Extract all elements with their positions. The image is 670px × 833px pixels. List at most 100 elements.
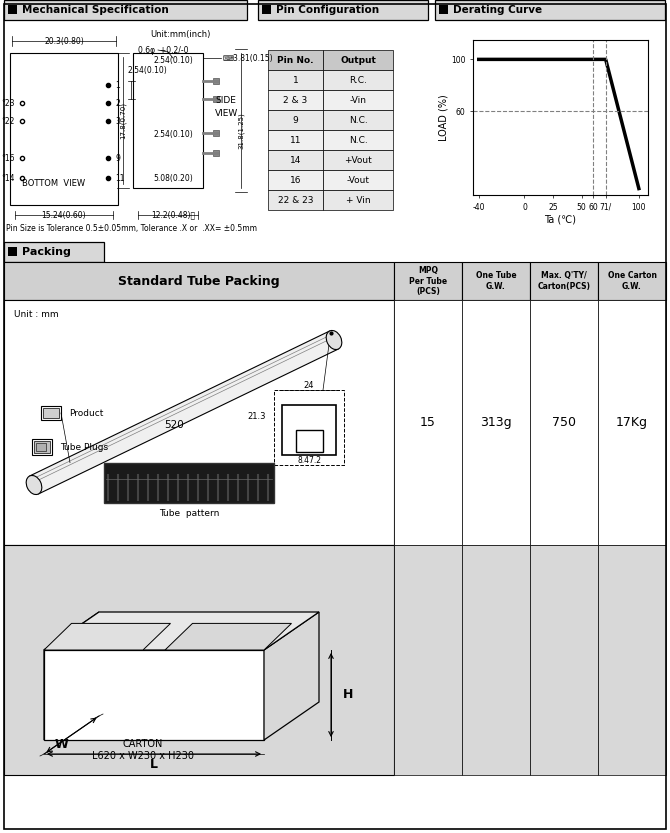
Text: Pin Configuration: Pin Configuration <box>276 5 379 15</box>
Text: +Vout: +Vout <box>344 156 372 164</box>
Text: 8.47.2: 8.47.2 <box>297 456 321 465</box>
Bar <box>43 408 59 418</box>
Ellipse shape <box>326 331 342 350</box>
Text: 5.08(0.20): 5.08(0.20) <box>153 173 193 182</box>
Bar <box>268 50 323 70</box>
Bar <box>282 405 336 455</box>
Text: 1: 1 <box>293 76 298 84</box>
Bar <box>34 441 50 453</box>
Bar <box>268 70 323 90</box>
Bar <box>4 0 247 20</box>
Text: 9: 9 <box>115 153 120 162</box>
Bar <box>394 300 462 545</box>
Bar <box>268 130 323 150</box>
Text: Derating Curve: Derating Curve <box>453 5 542 15</box>
Bar <box>323 90 393 110</box>
Text: Tube  pattern: Tube pattern <box>159 508 219 517</box>
Text: Unit:mm(inch): Unit:mm(inch) <box>150 30 210 39</box>
Bar <box>598 300 666 545</box>
Text: 0.6φ  +0.2/-0: 0.6φ +0.2/-0 <box>138 46 188 54</box>
Bar <box>258 0 428 20</box>
Text: 2 & 3: 2 & 3 <box>283 96 308 104</box>
Text: N.C.: N.C. <box>348 116 367 124</box>
Bar <box>394 545 462 775</box>
Text: SIDE: SIDE <box>215 96 236 105</box>
Text: H: H <box>343 689 353 701</box>
Bar <box>274 390 344 465</box>
Text: Pin Size is Tolerance 0.5±0.05mm, Tolerance .X or  .XX= ±0.5mm: Pin Size is Tolerance 0.5±0.05mm, Tolera… <box>6 223 257 232</box>
Bar <box>462 545 530 775</box>
Text: Standard Tube Packing: Standard Tube Packing <box>118 275 280 287</box>
Polygon shape <box>44 650 264 740</box>
Text: Pin No.: Pin No. <box>277 56 314 64</box>
Text: °16: °16 <box>1 153 15 162</box>
Text: Packing: Packing <box>22 247 71 257</box>
Text: One Tube
G.W.: One Tube G.W. <box>476 272 517 291</box>
Bar <box>598 262 666 300</box>
Bar <box>268 170 323 190</box>
Bar <box>530 300 598 545</box>
Bar <box>41 406 61 420</box>
Bar <box>4 545 394 775</box>
Text: °22: °22 <box>1 117 15 126</box>
Text: 2.54(0.10): 2.54(0.10) <box>128 66 168 74</box>
Text: One Carton
G.W.: One Carton G.W. <box>608 272 657 291</box>
Text: 11: 11 <box>115 173 125 182</box>
Bar <box>262 5 271 14</box>
Bar <box>268 90 323 110</box>
Text: °23: °23 <box>1 98 15 107</box>
Bar <box>36 443 46 451</box>
Bar <box>8 5 17 14</box>
Text: 3: 3 <box>115 117 120 126</box>
Bar <box>439 5 448 14</box>
Bar <box>8 247 17 256</box>
Text: N.C.: N.C. <box>348 136 367 144</box>
Text: 15: 15 <box>420 416 436 429</box>
Text: MPQ
Per Tube
(PCS): MPQ Per Tube (PCS) <box>409 266 447 296</box>
Text: 17.8(0.70): 17.8(0.70) <box>120 102 126 139</box>
Bar <box>435 0 665 20</box>
Text: 1: 1 <box>115 81 120 89</box>
Ellipse shape <box>26 476 42 495</box>
Text: 2.54(0.10): 2.54(0.10) <box>153 56 193 64</box>
Bar <box>462 300 530 545</box>
Bar <box>323 130 393 150</box>
Bar <box>4 242 104 262</box>
Bar <box>10 53 118 205</box>
X-axis label: Ta (℃): Ta (℃) <box>545 214 576 224</box>
Text: Output: Output <box>340 56 376 64</box>
Bar <box>394 262 462 300</box>
Text: 2: 2 <box>115 98 120 107</box>
Text: -Vout: -Vout <box>346 176 369 184</box>
Text: BOTTOM  VIEW: BOTTOM VIEW <box>22 178 86 187</box>
Text: + Vin: + Vin <box>346 196 371 204</box>
Bar <box>323 190 393 210</box>
Text: 24: 24 <box>304 381 314 390</box>
Text: 2.54(0.10): 2.54(0.10) <box>153 129 193 138</box>
Bar <box>323 150 393 170</box>
Bar <box>323 170 393 190</box>
Bar <box>268 150 323 170</box>
Text: 20.3(0.80): 20.3(0.80) <box>44 37 84 46</box>
Text: W: W <box>55 739 68 751</box>
Bar <box>104 463 274 503</box>
Polygon shape <box>44 623 170 650</box>
Text: Tube Plugs: Tube Plugs <box>60 442 108 451</box>
Polygon shape <box>165 623 291 650</box>
Bar <box>462 262 530 300</box>
Text: 14: 14 <box>290 156 302 164</box>
Bar <box>133 53 203 188</box>
Text: L: L <box>150 757 158 771</box>
Bar <box>32 439 52 455</box>
Bar <box>4 300 394 545</box>
Text: CARTON
L620 x W230 x H230: CARTON L620 x W230 x H230 <box>92 740 194 761</box>
Bar <box>268 110 323 130</box>
Text: 750: 750 <box>552 416 576 429</box>
Text: Max. Q'TY/
Carton(PCS): Max. Q'TY/ Carton(PCS) <box>537 272 590 291</box>
Bar <box>4 262 394 300</box>
Bar <box>323 50 393 70</box>
Polygon shape <box>44 612 319 650</box>
Text: R.C.: R.C. <box>349 76 367 84</box>
Text: 11: 11 <box>289 136 302 144</box>
Text: ⌨3.81(0.15): ⌨3.81(0.15) <box>223 53 273 62</box>
